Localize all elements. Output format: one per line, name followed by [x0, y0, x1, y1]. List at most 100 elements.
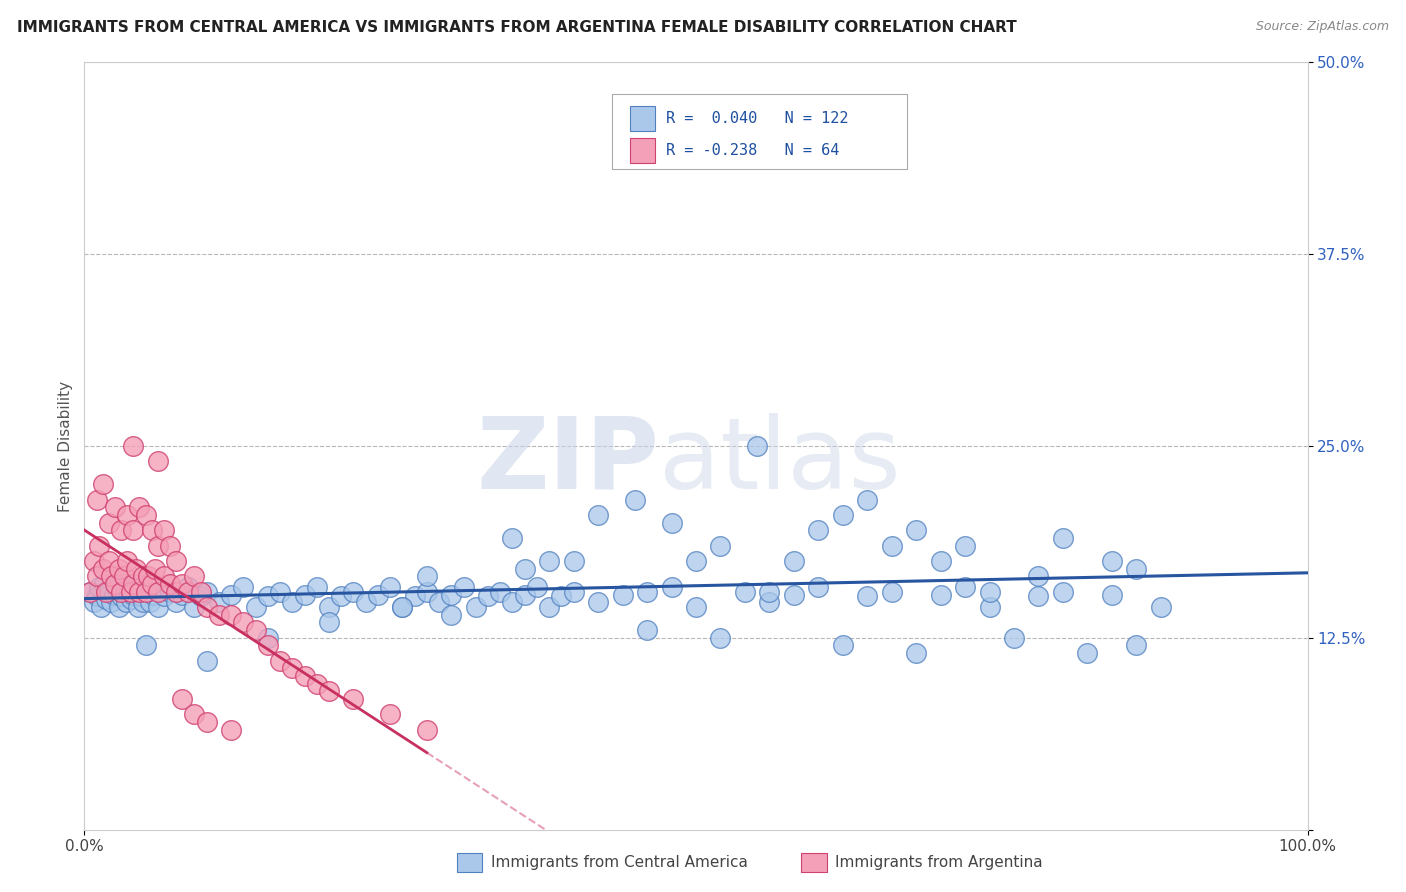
Point [367, 588, 389, 602]
Point [538, 554, 561, 568]
Point [153, 524, 176, 538]
Point [107, 562, 129, 576]
Point [807, 580, 830, 594]
Point [513, 562, 536, 576]
Text: Source: ZipAtlas.com: Source: ZipAtlas.com [1256, 20, 1389, 33]
Point [165, 595, 187, 609]
Point [661, 516, 683, 530]
Point [758, 595, 780, 609]
Point [165, 584, 187, 599]
Point [136, 569, 159, 583]
Point [305, 580, 328, 594]
Point [115, 595, 138, 609]
Point [1028, 590, 1050, 604]
Point [380, 580, 402, 594]
Point [122, 524, 145, 538]
Point [416, 584, 439, 599]
Point [190, 584, 212, 599]
Point [122, 588, 145, 602]
Point [146, 600, 169, 615]
Point [143, 562, 166, 576]
Point [953, 539, 976, 553]
Point [1002, 631, 1025, 645]
Point [117, 584, 139, 599]
Point [747, 439, 769, 453]
Point [232, 615, 254, 630]
Point [526, 580, 548, 594]
Point [146, 539, 169, 553]
Point [143, 580, 166, 594]
Point [562, 554, 585, 568]
Point [586, 508, 609, 522]
Point [159, 584, 181, 599]
Point [269, 654, 291, 668]
Point [125, 562, 148, 576]
Point [1028, 569, 1050, 583]
Point [195, 654, 218, 668]
Point [1101, 588, 1123, 602]
Point [453, 580, 475, 594]
Text: Immigrants from Argentina: Immigrants from Argentina [835, 855, 1043, 870]
Point [440, 588, 463, 602]
Point [97, 516, 120, 530]
Point [502, 595, 524, 609]
Text: R =  0.040   N = 122: R = 0.040 N = 122 [666, 111, 849, 126]
Point [86, 590, 108, 604]
Point [734, 584, 756, 599]
Point [1076, 646, 1098, 660]
Point [318, 684, 340, 698]
Point [195, 600, 218, 615]
Point [305, 677, 328, 691]
Text: IMMIGRANTS FROM CENTRAL AMERICA VS IMMIGRANTS FROM ARGENTINA FEMALE DISABILITY C: IMMIGRANTS FROM CENTRAL AMERICA VS IMMIG… [17, 20, 1017, 35]
Point [1052, 584, 1074, 599]
Point [141, 524, 163, 538]
Point [90, 600, 112, 615]
Point [83, 554, 105, 568]
Point [208, 607, 231, 622]
Point [104, 577, 127, 591]
Point [342, 584, 364, 599]
Point [120, 592, 142, 607]
Point [440, 607, 463, 622]
Point [219, 607, 242, 622]
Point [91, 562, 114, 576]
Point [1125, 639, 1147, 653]
Point [709, 539, 731, 553]
Point [661, 580, 683, 594]
Point [807, 524, 830, 538]
Point [146, 454, 169, 468]
Point [416, 723, 439, 737]
Point [550, 590, 572, 604]
Point [342, 692, 364, 706]
Point [979, 600, 1001, 615]
Point [132, 595, 155, 609]
Point [146, 584, 169, 599]
Point [86, 569, 108, 583]
Point [232, 580, 254, 594]
Point [110, 584, 132, 599]
Point [880, 584, 903, 599]
Point [122, 439, 145, 453]
Point [709, 631, 731, 645]
Point [103, 588, 125, 602]
Point [245, 623, 267, 637]
Point [141, 577, 163, 591]
Point [172, 692, 194, 706]
Point [135, 584, 157, 599]
Point [416, 569, 439, 583]
Point [404, 590, 426, 604]
Point [636, 584, 658, 599]
Point [172, 588, 194, 602]
Point [107, 600, 129, 615]
Point [1052, 531, 1074, 545]
Text: R = -0.238   N = 64: R = -0.238 N = 64 [666, 143, 839, 158]
Point [110, 590, 132, 604]
Point [330, 590, 353, 604]
Point [195, 715, 218, 730]
Point [112, 577, 135, 591]
Point [294, 669, 316, 683]
Point [831, 508, 853, 522]
Point [624, 492, 647, 507]
Point [183, 600, 205, 615]
Point [219, 723, 242, 737]
